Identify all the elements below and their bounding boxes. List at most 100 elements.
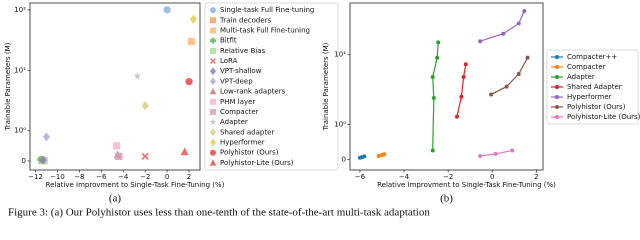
legend-label: Polyhistor (Ours) — [220, 149, 279, 157]
legend-marker — [209, 87, 217, 95]
y-tick-label: 0 — [22, 157, 26, 165]
legend-marker — [210, 58, 216, 65]
legend-marker — [210, 27, 216, 34]
x-tick-label: −6 — [355, 173, 366, 181]
y-axis-label: Trainable Parameters (M) — [322, 42, 330, 131]
legend-label: Train decoders — [219, 16, 272, 24]
legend-label: Polyhistor (Ours) — [567, 103, 626, 111]
y-axis-label: Trainable Parameters (M) — [4, 42, 12, 131]
point — [115, 152, 123, 161]
legend-label: Adapter — [567, 73, 595, 81]
legend-label: Compacter++ — [567, 53, 617, 61]
point — [435, 55, 440, 60]
legend-box — [204, 2, 339, 171]
legend-label: Single-task Full Fine-tuning — [220, 6, 314, 14]
point — [525, 55, 530, 60]
point — [463, 62, 468, 67]
point — [141, 152, 149, 161]
x-tick-label: 2 — [187, 173, 191, 181]
legend-marker — [555, 95, 559, 99]
legend-marker — [555, 85, 559, 89]
legend-marker — [210, 77, 216, 86]
y-tick-label: 10² — [14, 6, 26, 14]
line — [456, 64, 467, 117]
legend-label: Shared Adapter — [567, 83, 622, 91]
point — [185, 78, 193, 86]
x-tick-label: −2 — [443, 173, 453, 181]
y-tick-label: 10¹ — [14, 66, 26, 74]
point — [382, 152, 387, 157]
point — [478, 39, 483, 44]
legend-marker — [210, 128, 216, 137]
plot-frame — [349, 2, 544, 171]
point — [180, 147, 189, 156]
line — [479, 10, 525, 42]
legend-marker — [555, 105, 559, 109]
point — [510, 148, 515, 153]
point — [141, 100, 149, 111]
legend-marker — [555, 115, 559, 119]
point — [461, 74, 466, 79]
point — [376, 154, 381, 159]
legend-label: Polyhistor-Lite (Ours) — [220, 159, 294, 167]
legend-marker — [210, 108, 216, 115]
point — [133, 71, 142, 80]
legend-label: Low-rank adapters — [220, 88, 286, 96]
point — [436, 40, 441, 45]
legend-label: Adapter — [220, 118, 248, 126]
legend-label: PHM layer — [220, 98, 255, 106]
point — [431, 96, 436, 101]
plot-frame — [29, 2, 201, 171]
point — [430, 148, 435, 153]
legend-marker — [210, 138, 216, 147]
line — [490, 57, 529, 95]
y-tick-label: 10⁰ — [14, 127, 26, 135]
point — [163, 6, 171, 14]
x-axis-label: Relative Improvment to Single-Task Fine-… — [46, 181, 225, 189]
point — [42, 132, 51, 142]
point — [39, 155, 47, 165]
point — [504, 84, 509, 89]
x-tick-label: 0 — [165, 173, 169, 181]
figure: Figure 3: (a) Our Polyhistor uses less t… — [4, 2, 640, 219]
point — [459, 94, 464, 99]
legend-label: Shared adapter — [220, 128, 274, 136]
point — [189, 14, 198, 24]
point — [430, 74, 435, 79]
x-tick-label: −8 — [74, 173, 84, 181]
legend-label: Compacter — [220, 108, 259, 116]
legend-marker — [555, 75, 559, 79]
point — [113, 142, 121, 150]
legend-label: Hyperformer — [567, 93, 612, 101]
x-tick-label: −4 — [118, 173, 129, 181]
legend-label: VPT-shallow — [220, 67, 262, 75]
point — [493, 151, 498, 156]
legend-label: LoRA — [220, 57, 238, 65]
x-tick-label: −4 — [399, 173, 410, 181]
legend-marker — [209, 118, 217, 126]
x-axis-label: Relative Improvment to Single-Task Fine-… — [377, 181, 556, 189]
legend-marker — [210, 67, 216, 76]
legend-label: Polyhistor-Lite (Ours) — [567, 113, 640, 121]
legend-label: Relative Bias — [220, 47, 265, 55]
point — [516, 71, 521, 76]
figure-caption: Figure 3: (a) Our Polyhistor uses less t… — [8, 207, 430, 219]
legend-marker — [210, 7, 216, 14]
legend-box — [546, 49, 639, 125]
x-tick-label: −6 — [96, 173, 107, 181]
panel-caption: (b) — [440, 193, 453, 205]
legend-label: VPT-deep — [220, 77, 253, 85]
x-tick-label: 2 — [534, 173, 538, 181]
legend-marker — [210, 149, 216, 156]
legend-marker — [209, 159, 217, 166]
legend-marker — [555, 65, 559, 69]
y-tick-label: 10¹ — [334, 51, 346, 59]
legend-label: Hyperformer — [220, 139, 265, 147]
point — [522, 9, 527, 14]
x-tick-label: −12 — [28, 173, 43, 181]
point — [489, 92, 494, 97]
x-tick-label: 0 — [490, 173, 494, 181]
panel-caption: (a) — [109, 193, 122, 205]
legend-marker — [210, 17, 216, 24]
point — [478, 154, 483, 159]
